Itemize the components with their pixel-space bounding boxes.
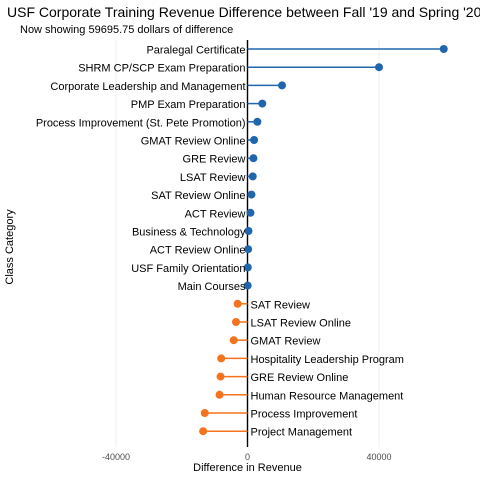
y-axis-title: Class Category bbox=[4, 209, 16, 285]
lollipop-marks bbox=[199, 45, 448, 436]
lollipop-point bbox=[247, 190, 256, 199]
chart-subtitle: Now showing 59695.75 dollars of differen… bbox=[20, 24, 233, 36]
x-tick-label: 40000 bbox=[366, 452, 391, 462]
lollipop-point bbox=[244, 227, 253, 235]
lollipop-point bbox=[244, 245, 253, 254]
lollipop-point bbox=[375, 63, 383, 72]
category-label: Main Courses bbox=[178, 281, 246, 293]
lollipop-point bbox=[249, 154, 258, 163]
lollipop-point bbox=[243, 281, 252, 290]
category-label: LSAT Review bbox=[180, 172, 246, 184]
lollipop-point bbox=[231, 318, 240, 326]
category-label: Human Resource Management bbox=[251, 390, 404, 402]
lollipop-point bbox=[246, 208, 255, 217]
category-label: ACT Review bbox=[185, 208, 246, 220]
category-label: GRE Review bbox=[183, 154, 246, 166]
category-label: GRE Review Online bbox=[251, 372, 349, 384]
lollipop-point bbox=[253, 117, 262, 126]
lollipop-point bbox=[250, 136, 259, 144]
lollipop-point bbox=[217, 354, 226, 363]
lollipop-point bbox=[215, 390, 224, 399]
category-label: Corporate Leadership and Management bbox=[50, 81, 245, 93]
lollipop-point bbox=[439, 45, 448, 53]
category-label: LSAT Review Online bbox=[251, 318, 351, 330]
lollipop-point bbox=[200, 409, 209, 417]
category-label: Hospitality Leadership Program bbox=[251, 354, 404, 366]
category-label: Paralegal Certificate bbox=[146, 45, 245, 57]
lollipop-point bbox=[233, 299, 242, 308]
category-labels: Paralegal Certificate SHRM CP/SCP Exam Pr… bbox=[36, 45, 404, 439]
chart-title: USF Corporate Training Revenue Differenc… bbox=[7, 4, 480, 20]
lollipop-point bbox=[248, 172, 257, 181]
category-label: USF Family Orientation bbox=[131, 263, 245, 275]
lollipop-point bbox=[258, 99, 267, 108]
lollipop-point bbox=[229, 336, 238, 345]
category-label: Business & Technology bbox=[132, 227, 246, 239]
category-label: GMAT Review Online bbox=[141, 136, 246, 148]
category-label: SAT Review Online bbox=[151, 190, 245, 202]
category-label: ACT Review Online bbox=[150, 245, 246, 257]
category-label: SAT Review bbox=[251, 299, 311, 311]
x-axis: -40000 0 40000 bbox=[102, 40, 392, 462]
category-label: SHRM CP/SCP Exam Preparation bbox=[78, 63, 245, 75]
category-label: GMAT Review bbox=[251, 336, 321, 348]
x-axis-title: Difference in Revenue bbox=[193, 462, 302, 474]
gridlines bbox=[115, 40, 380, 447]
category-label: Process Improvement bbox=[251, 409, 358, 421]
category-label: PMP Exam Preparation bbox=[131, 99, 246, 111]
lollipop-point bbox=[243, 263, 252, 272]
category-label: Process Improvement (St. Pete Promotion) bbox=[36, 117, 246, 129]
x-tick-label: 0 bbox=[245, 452, 250, 462]
category-label: Project Management bbox=[251, 427, 353, 439]
lollipop-point bbox=[278, 81, 287, 90]
lollipop-point bbox=[199, 427, 208, 436]
x-tick-label: -40000 bbox=[102, 452, 130, 462]
lollipop-point bbox=[216, 372, 225, 381]
